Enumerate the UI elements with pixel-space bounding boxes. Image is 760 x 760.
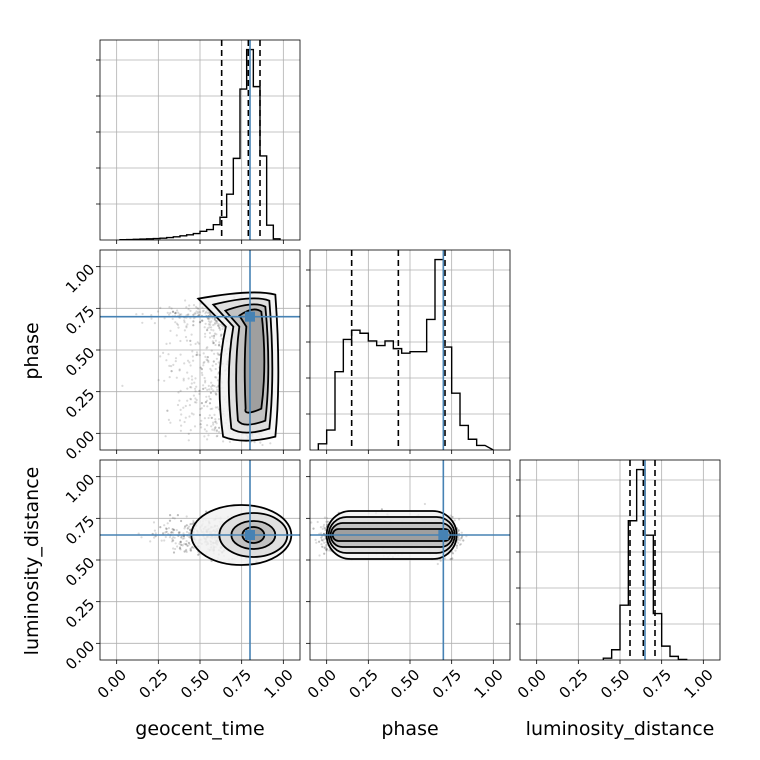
- x-tick-label-2: 0.50: [597, 666, 633, 702]
- truth-marker: [245, 311, 255, 322]
- truth-marker: [438, 530, 449, 540]
- y-tick-label-1: 0.25: [62, 595, 98, 631]
- y-tick-label-4: 1.00: [62, 260, 98, 296]
- y-tick-label-2: 0.50: [62, 554, 98, 590]
- y-tick-label-2: 0.50: [62, 344, 98, 380]
- y-tick-label-0: 0.00: [62, 427, 98, 463]
- x-tick-label-1: 0.25: [135, 666, 171, 702]
- joint-panel-phase_vs_luminosity_distance: [310, 460, 510, 660]
- y-tick-label-0: 0.00: [62, 637, 98, 673]
- histogram-panel-geocent_time: [100, 40, 300, 240]
- y-tick-label-1: 0.25: [62, 385, 98, 421]
- x-tick-label-2: 0.50: [177, 666, 213, 702]
- y-axis-label-phase: phase: [21, 322, 43, 379]
- x-tick-label-0: 0.00: [304, 666, 340, 702]
- x-tick-label-2: 0.50: [387, 666, 423, 702]
- truth-marker: [245, 530, 255, 540]
- histogram-step-phase: [317, 258, 494, 450]
- x-tick-label-3: 0.75: [429, 666, 465, 702]
- x-tick-label-1: 0.25: [555, 666, 591, 702]
- joint-panel-geocent_time_vs_phase: [100, 250, 300, 450]
- x-tick-label-4: 1.00: [680, 666, 716, 702]
- histogram-panel-luminosity_distance: [520, 460, 720, 660]
- x-tick-label-4: 1.00: [470, 666, 506, 702]
- x-tick-label-3: 0.75: [639, 666, 675, 702]
- x-tick-label-3: 0.75: [219, 666, 255, 702]
- x-tick-label-4: 1.00: [260, 666, 296, 702]
- histogram-step-geocent_time: [119, 48, 281, 240]
- y-tick-label-3: 0.75: [62, 302, 98, 338]
- joint-panel-geocent_time_vs_luminosity_distance: [100, 460, 300, 660]
- contour-3: [238, 308, 266, 414]
- x-axis-label-geocent-time: geocent_time: [135, 718, 264, 740]
- histogram-panel-phase: [310, 250, 510, 450]
- x-axis-label-phase: phase: [381, 718, 438, 740]
- x-axis-label-luminosity-distance: luminosity_distance: [526, 718, 715, 740]
- x-tick-label-1: 0.25: [345, 666, 381, 702]
- x-tick-label-0: 0.00: [94, 666, 130, 702]
- y-tick-label-4: 1.00: [62, 470, 98, 506]
- x-tick-label-0: 0.00: [514, 666, 550, 702]
- y-tick-label-3: 0.75: [62, 512, 98, 548]
- y-axis-label-luminosity-distance: luminosity_distance: [21, 467, 43, 656]
